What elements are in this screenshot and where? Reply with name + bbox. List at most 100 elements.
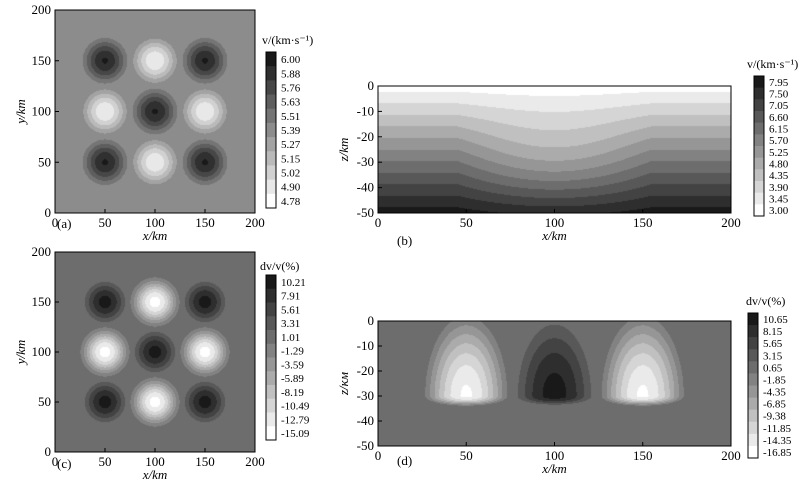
colorbar-swatch [754,99,764,112]
x-axis-label: x/km [541,461,567,476]
colorbar-swatch [266,94,276,110]
colorbar-swatch [266,288,276,303]
colorbar-tick-label: 3.45 [769,194,789,206]
panel-a: 0 50 100 150 200 0 50 100 150 200 x/km y/km (a) 6.00 5… [13,2,313,243]
colorbar-tick-label: 3.31 [281,318,300,330]
y-tick-label: 0 [368,313,375,328]
colorbar-swatch [266,330,276,345]
colorbar-title: dv/v(%) [746,294,785,308]
colorbar-tick-label: 4.90 [281,182,301,194]
colorbar-tick-label: -5.89 [281,373,304,385]
x-tick-label: 0 [375,215,382,230]
colorbar-swatch [748,349,758,362]
y-tick-label: -40 [357,180,374,195]
colorbar-tick-label: 3.15 [763,350,783,362]
colorbar-swatch [754,192,764,205]
x-tick-label: 150 [633,215,653,230]
x-tick-label: 200 [721,448,741,463]
y-axis-label: z/km [336,138,351,163]
colorbar-tick-label: 7.91 [281,291,300,303]
colorbar-swatch [754,87,764,100]
contour-field [378,86,731,213]
panel-c: 0 50 100 150 200 0 50 100 150 200 x/km y/km (c) 10.21… [13,244,310,482]
colorbar-tick-label: -14.35 [763,435,792,447]
colorbar-tick-label: 3.00 [769,205,789,217]
y-tick-label: -50 [357,205,374,220]
colorbar-tick-label: 6.60 [769,112,789,124]
colorbar-tick-label: 5.65 [763,338,783,350]
colorbar-tick-label: -1.85 [763,374,786,386]
colorbar-swatch [748,409,758,423]
colorbar-swatch [748,313,758,326]
colorbar-swatch [266,179,276,195]
colorbar-tick-label: 7.95 [769,77,789,89]
panel-label: (b) [397,233,412,248]
colorbar-frame [265,51,277,209]
x-tick-label: 50 [99,215,112,230]
colorbar-swatch [266,108,276,124]
y-tick-label: 100 [32,104,52,119]
colorbar-swatch [754,122,764,135]
y-tick-label: -40 [357,413,374,428]
x-tick-label: 200 [245,215,265,230]
colorbar-tick-label: 3.90 [769,182,789,194]
y-tick-label: 0 [368,78,375,93]
colorbar-swatch [748,397,758,411]
x-tick-label: 100 [145,215,165,230]
colorbar-swatch [266,151,276,166]
x-tick-label: 200 [245,454,265,469]
colorbar-swatch [754,181,764,194]
colorbar-swatch [266,385,276,400]
colorbar-swatch [266,275,276,290]
contour-field [55,252,255,452]
colorbar-swatch [266,137,276,152]
colorbar-tick-label: 4.80 [769,159,789,171]
colorbar-tick-label: 5.76 [281,82,301,94]
colorbar-tick-label: 8.15 [763,326,783,338]
colorbar-tick-label: 5.51 [281,111,300,123]
x-tick-label: 50 [99,454,112,469]
colorbar-tick-label: -11.85 [763,423,792,435]
y-tick-label: -30 [357,388,374,403]
y-tick-label: 0 [45,205,52,220]
colorbar-swatch [748,337,758,350]
colorbar-tick-label: 5.25 [769,147,789,159]
colorbar-tick-label: -8.19 [281,387,304,399]
colorbar-tick-label: 5.15 [281,153,301,165]
colorbar-tick-label: -12.79 [281,414,310,426]
x-tick-label: 100 [545,448,565,463]
colorbar-title: v/(km·s⁻¹) [747,57,798,71]
x-tick-label: 100 [545,215,565,230]
colorbar-title: dv/v(%) [260,259,299,273]
x-tick-label: 200 [721,215,741,230]
colorbar-tick-label: 5.61 [281,304,300,316]
x-tick-label: 100 [145,454,165,469]
panel-label: (c) [57,456,71,471]
y-tick-label: 100 [32,344,52,359]
y-tick-label: -10 [357,103,374,118]
colorbar-swatch [266,412,276,427]
y-tick-label: -30 [357,154,374,169]
colorbar-swatch [266,357,276,372]
colorbar-title: v/(km·s⁻¹) [262,33,313,47]
colorbar-swatch [748,385,758,399]
colorbar-tick-label: -6.85 [763,399,786,411]
colorbar-swatch [266,302,276,317]
colorbar-tick-label: 5.39 [281,125,301,137]
colorbar-tick-label: -9.38 [763,411,786,423]
colorbar-frame [265,274,277,441]
x-tick-label: 0 [52,215,59,230]
x-axis-label: x/km [541,228,567,243]
x-tick-label: 50 [460,215,473,230]
panel-b: 0 50 100 150 200 0 -10 -20 -30 -40 -50 x/km z/km (b) 7… [336,57,798,248]
colorbar-swatch [748,373,758,386]
colorbar-swatch [266,426,276,441]
panel-label: (a) [57,216,71,231]
colorbar-frame [753,75,765,217]
colorbar-tick-label: 5.88 [281,68,301,80]
x-axis-label: x/km [142,228,168,243]
colorbar-tick-label: 4.78 [281,196,301,208]
x-tick-label: 150 [195,454,215,469]
y-axis-label: z/км [336,372,351,396]
